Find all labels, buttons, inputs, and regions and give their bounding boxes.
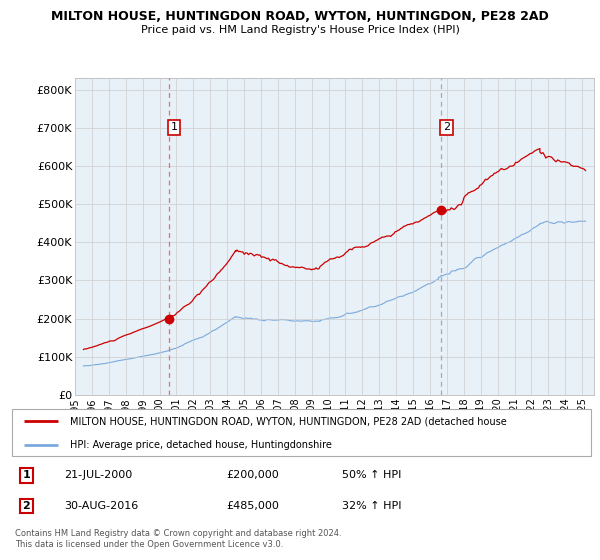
Text: 2: 2	[23, 501, 31, 511]
Text: Price paid vs. HM Land Registry's House Price Index (HPI): Price paid vs. HM Land Registry's House …	[140, 25, 460, 35]
FancyBboxPatch shape	[12, 409, 591, 456]
Text: 32% ↑ HPI: 32% ↑ HPI	[342, 501, 401, 511]
Text: MILTON HOUSE, HUNTINGDON ROAD, WYTON, HUNTINGDON, PE28 2AD: MILTON HOUSE, HUNTINGDON ROAD, WYTON, HU…	[51, 10, 549, 23]
Text: 1: 1	[170, 123, 178, 133]
Text: Contains HM Land Registry data © Crown copyright and database right 2024.
This d: Contains HM Land Registry data © Crown c…	[15, 529, 341, 549]
Text: 30-AUG-2016: 30-AUG-2016	[64, 501, 139, 511]
Text: MILTON HOUSE, HUNTINGDON ROAD, WYTON, HUNTINGDON, PE28 2AD (detached house: MILTON HOUSE, HUNTINGDON ROAD, WYTON, HU…	[70, 416, 506, 426]
Text: £200,000: £200,000	[226, 470, 279, 480]
Text: 1: 1	[23, 470, 31, 480]
Text: 50% ↑ HPI: 50% ↑ HPI	[342, 470, 401, 480]
Text: 2: 2	[443, 123, 450, 133]
Text: £485,000: £485,000	[226, 501, 279, 511]
Text: HPI: Average price, detached house, Huntingdonshire: HPI: Average price, detached house, Hunt…	[70, 440, 332, 450]
Text: 21-JUL-2000: 21-JUL-2000	[64, 470, 133, 480]
